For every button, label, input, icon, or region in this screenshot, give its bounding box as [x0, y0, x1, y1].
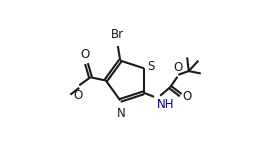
Text: NH: NH: [156, 98, 174, 111]
Text: N: N: [116, 107, 125, 120]
Text: S: S: [148, 60, 155, 73]
Text: O: O: [182, 90, 191, 103]
Text: O: O: [174, 61, 183, 74]
Text: O: O: [74, 89, 83, 102]
Text: O: O: [81, 48, 90, 61]
Text: Br: Br: [111, 28, 124, 41]
